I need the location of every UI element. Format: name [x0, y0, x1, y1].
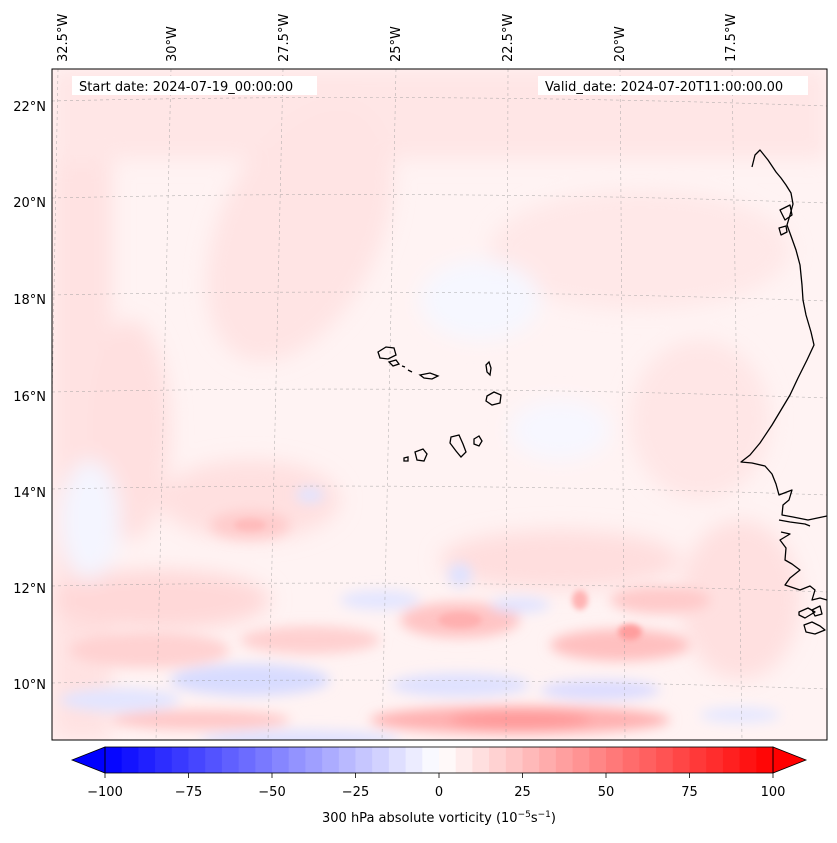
lat-label: 16°N	[13, 390, 46, 405]
colorbar-tick-label: −50	[258, 785, 285, 800]
colorbar-cell	[405, 747, 423, 773]
lon-label: 17.5°W	[724, 14, 739, 62]
lat-label: 14°N	[13, 486, 46, 501]
colorbar-ticks: −100 −75 −50 −25 0 25 50 75 100	[87, 773, 785, 800]
colorbar-cell	[155, 747, 173, 773]
colorbar-cell	[689, 747, 707, 773]
colorbar-cell	[439, 747, 457, 773]
colorbar-cell	[188, 747, 206, 773]
colorbar-cell	[739, 747, 757, 773]
colorbar-cell	[422, 747, 440, 773]
west-africa-coastline	[740, 149, 827, 521]
colorbar-cell	[322, 747, 340, 773]
start-date-box	[72, 76, 317, 95]
colorbar-tick-label: −100	[87, 785, 123, 800]
colorbar-tick-label: −75	[175, 785, 202, 800]
lat-label: 12°N	[13, 582, 46, 597]
lat-label: 22°N	[13, 100, 46, 115]
colorbar-cell	[455, 747, 473, 773]
colorbar-tick-label: −25	[342, 785, 369, 800]
coastline	[740, 149, 827, 635]
colorbar-cell	[622, 747, 640, 773]
lat-label: 18°N	[13, 293, 46, 308]
colorbar-cell	[505, 747, 523, 773]
colorbar-cell	[756, 747, 774, 773]
colorbar-cell	[555, 747, 574, 773]
colorbar-cell	[672, 747, 690, 773]
colorbar-cell	[489, 747, 507, 773]
colorbar-tick-label: 100	[761, 785, 786, 800]
colorbar-cell	[606, 747, 624, 773]
lon-label: 20°W	[613, 26, 628, 62]
colorbar-cell	[722, 747, 741, 773]
colorbar-cells	[105, 747, 774, 773]
colorbar-cell	[272, 747, 290, 773]
lon-label: 25°W	[389, 26, 404, 62]
cape-verde-islands	[377, 346, 502, 462]
start-date-label: Start date: 2024-07-19_00:00:00	[79, 80, 293, 95]
colorbar-tick-label: 25	[514, 785, 531, 800]
map-gridlines	[52, 69, 827, 740]
lon-label: 32.5°W	[56, 14, 71, 62]
colorbar-cell	[205, 747, 223, 773]
colorbar-cell	[105, 747, 123, 773]
colorbar-cell	[338, 747, 356, 773]
lat-label: 10°N	[13, 678, 46, 693]
colorbar-extend-low	[70, 746, 106, 774]
colorbar-cell	[221, 747, 240, 773]
colorbar-cell	[171, 747, 189, 773]
colorbar-cell	[706, 747, 724, 773]
colorbar-cell	[121, 747, 139, 773]
lon-label: 27.5°W	[277, 14, 292, 62]
colorbar-cell	[388, 747, 407, 773]
colorbar-cell	[639, 747, 657, 773]
colorbar-extend-high	[772, 746, 808, 774]
colorbar-cell	[305, 747, 323, 773]
colorbar-cell	[522, 747, 540, 773]
colorbar-cell	[372, 747, 390, 773]
lon-label: 22.5°W	[501, 14, 516, 62]
colorbar-cell	[238, 747, 256, 773]
longitude-labels: 32.5°W 30°W 27.5°W 25°W 22.5°W 20°W 17.5…	[56, 14, 739, 62]
valid-date-box	[538, 76, 808, 95]
colorbar-title: 300 hPa absolute vorticity (10−5s−1)	[322, 810, 556, 826]
map-frame	[51, 68, 828, 741]
valid-date-label: Valid_date: 2024-07-20T11:00:00.00	[545, 80, 783, 95]
colorbar-tick-label: 0	[435, 785, 443, 800]
colorbar-cell	[572, 747, 590, 773]
colorbar-tick-label: 75	[681, 785, 698, 800]
colorbar-cell	[355, 747, 373, 773]
lon-label: 30°W	[165, 26, 180, 62]
colorbar-cell	[472, 747, 490, 773]
colorbar-tick-label: 50	[598, 785, 615, 800]
colorbar-cell	[589, 747, 607, 773]
colorbar-cell	[288, 747, 306, 773]
colorbar-cell	[138, 747, 156, 773]
colorbar-cell	[255, 747, 273, 773]
colorbar-cell	[539, 747, 557, 773]
vorticity-field	[52, 69, 827, 740]
latitude-labels: 22°N 20°N 18°N 16°N 14°N 12°N 10°N	[13, 100, 46, 693]
colorbar-cell	[656, 747, 674, 773]
lat-label: 20°N	[13, 196, 46, 211]
colorbar: −100 −75 −50 −25 0 25 50 75 100 300 hPa …	[70, 746, 808, 826]
